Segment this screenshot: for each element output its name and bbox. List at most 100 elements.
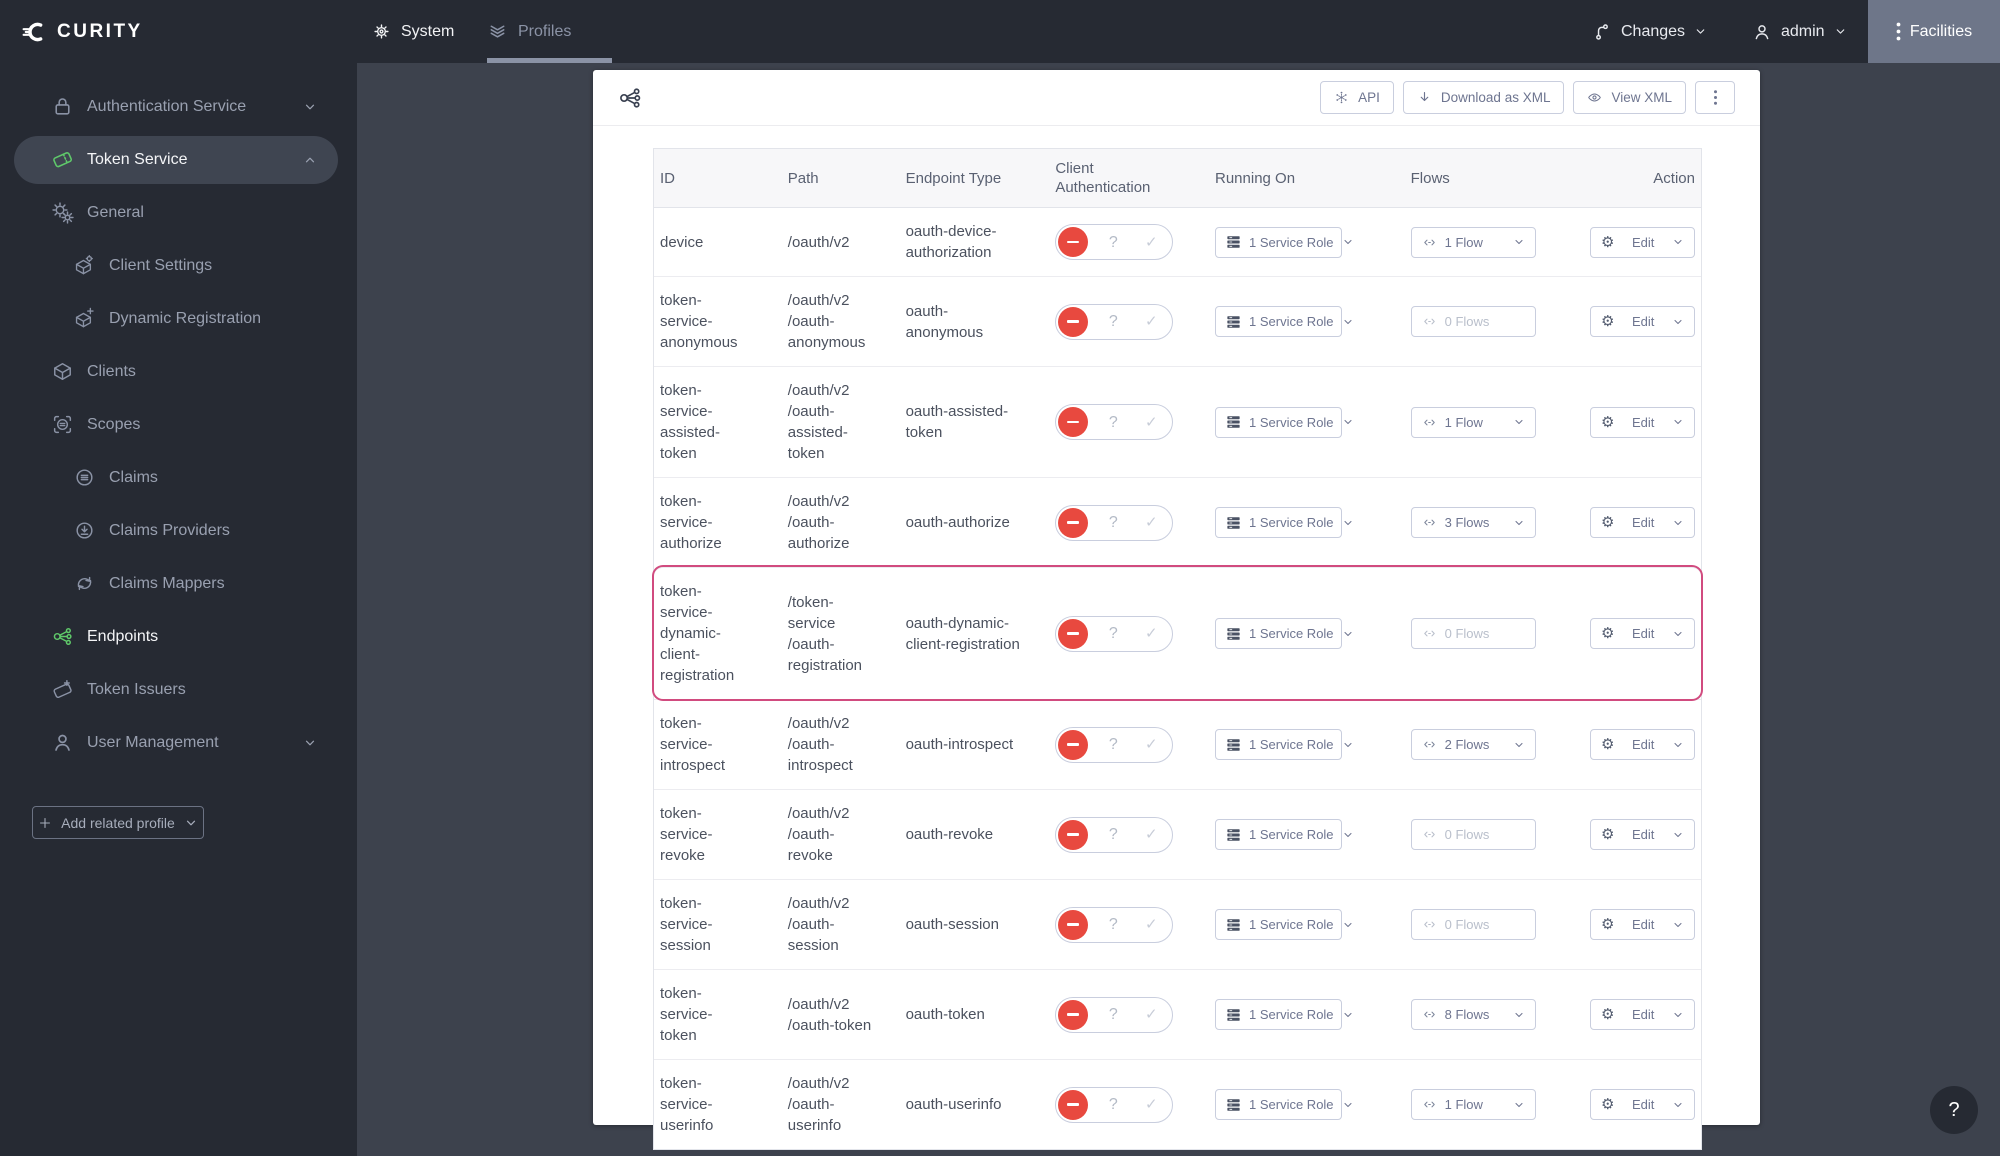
sidebar-item-clients[interactable]: Clients [0, 345, 357, 398]
client-authentication-toggle[interactable]: ? ✓ [1055, 996, 1174, 1033]
allow-option-check-icon[interactable]: ✓ [1145, 916, 1158, 933]
edit-button[interactable]: ⚙ Edit [1590, 819, 1695, 850]
running-on-select[interactable]: 1 Service Role [1215, 507, 1352, 538]
deny-option-minus-icon[interactable] [1058, 618, 1089, 649]
facilities-button[interactable]: Facilities [1868, 0, 2000, 63]
edit-button[interactable]: ⚙ Edit [1590, 226, 1695, 258]
flows-select[interactable]: 1 Flow [1410, 406, 1536, 438]
allow-option-check-icon[interactable]: ✓ [1145, 313, 1158, 330]
sidebar-item-general[interactable]: General [0, 186, 357, 239]
sidebar-item-token-issuers[interactable]: Token Issuers [0, 663, 357, 716]
allow-option-check-icon[interactable]: ✓ [1145, 826, 1158, 843]
flows-select[interactable]: 1 Flow [1410, 1089, 1536, 1120]
tab-profiles[interactable]: Profiles [487, 0, 571, 63]
client-authentication-toggle[interactable]: ? ✓ [1055, 906, 1174, 943]
client-authentication-toggle[interactable]: ? ✓ [1055, 816, 1174, 853]
optional-option-question-icon[interactable]: ? [1108, 514, 1118, 531]
sidebar-item-endpoints[interactable]: Endpoints [0, 610, 357, 663]
optional-option-question-icon[interactable]: ? [1108, 625, 1118, 642]
add-related-profile-label: Add related profile [61, 814, 175, 831]
edit-button[interactable]: ⚙ Edit [1590, 909, 1695, 940]
deny-option-minus-icon[interactable] [1058, 227, 1089, 257]
optional-option-question-icon[interactable]: ? [1108, 233, 1118, 251]
allow-option-check-icon[interactable]: ✓ [1145, 413, 1158, 431]
flows-select[interactable]: 1 Flow [1410, 226, 1536, 258]
flows-select[interactable]: 0 Flows [1410, 909, 1536, 940]
optional-option-question-icon[interactable]: ? [1108, 826, 1118, 843]
help-button[interactable]: ? [1930, 1086, 1978, 1134]
running-on-select[interactable]: 1 Service Role [1215, 819, 1352, 850]
optional-option-question-icon[interactable]: ? [1108, 1096, 1118, 1113]
running-on-select[interactable]: 1 Service Role [1215, 909, 1352, 940]
client-authentication-toggle[interactable]: ? ✓ [1055, 615, 1174, 652]
flows-select[interactable]: 8 Flows [1410, 999, 1536, 1030]
edit-button[interactable]: ⚙ Edit [1590, 306, 1695, 337]
allow-option-check-icon[interactable]: ✓ [1145, 514, 1158, 531]
allow-option-check-icon[interactable]: ✓ [1145, 736, 1158, 753]
running-on-select[interactable]: 1 Service Role [1215, 306, 1352, 337]
endpoint-path: ​/oauth​/v2 [787, 233, 850, 251]
edit-button[interactable]: ⚙ Edit [1590, 406, 1695, 438]
deny-option-minus-icon[interactable] [1058, 729, 1089, 760]
running-on-select[interactable]: 1 Service Role [1215, 226, 1352, 258]
sidebar-item-scopes[interactable]: Scopes [0, 398, 357, 451]
sidebar-item-token-service[interactable]: Token Service [0, 133, 357, 186]
sidebar-item-user-management[interactable]: User Management [0, 716, 357, 769]
running-on-select[interactable]: 1 Service Role [1215, 729, 1352, 760]
edit-button[interactable]: ⚙ Edit [1590, 1089, 1695, 1120]
sidebar-item-claims-mappers[interactable]: Claims Mappers [0, 557, 357, 610]
deny-option-minus-icon[interactable] [1058, 819, 1089, 850]
deny-option-minus-icon[interactable] [1058, 306, 1089, 337]
code-icon [1422, 828, 1437, 841]
add-related-profile-button[interactable]: Add related profile [32, 806, 204, 839]
edit-button[interactable]: ⚙ Edit [1590, 729, 1695, 760]
client-authentication-toggle[interactable]: ? ✓ [1055, 224, 1174, 260]
chevron-down-icon [1672, 919, 1684, 931]
edit-button[interactable]: ⚙ Edit [1590, 999, 1695, 1030]
allow-option-check-icon[interactable]: ✓ [1145, 625, 1158, 642]
changes-menu[interactable]: Changes [1592, 0, 1707, 63]
client-authentication-toggle[interactable]: ? ✓ [1055, 404, 1174, 440]
sidebar-item-authentication-service[interactable]: Authentication Service [0, 80, 357, 133]
sidebar-item-claims[interactable]: Claims [0, 451, 357, 504]
user-menu[interactable]: admin [1752, 0, 1847, 63]
download-icon [1417, 90, 1432, 105]
flows-select[interactable]: 0 Flows [1410, 306, 1536, 337]
client-authentication-toggle[interactable]: ? ✓ [1055, 1086, 1174, 1123]
optional-option-question-icon[interactable]: ? [1108, 313, 1118, 330]
download-as-xml-button[interactable]: Download as XML [1402, 81, 1565, 114]
client-authentication-toggle[interactable]: ? ✓ [1055, 504, 1174, 541]
edit-button[interactable]: ⚙ Edit [1590, 507, 1695, 538]
deny-option-minus-icon[interactable] [1058, 909, 1089, 940]
allow-option-check-icon[interactable]: ✓ [1145, 1096, 1158, 1113]
deny-option-minus-icon[interactable] [1058, 507, 1089, 538]
running-on-select[interactable]: 1 Service Role [1215, 618, 1352, 649]
optional-option-question-icon[interactable]: ? [1108, 413, 1118, 431]
sidebar-item-claims-providers[interactable]: Claims Providers [0, 504, 357, 557]
sidebar-item-label: Scopes [87, 415, 141, 433]
deny-option-minus-icon[interactable] [1058, 1089, 1089, 1120]
client-authentication-toggle[interactable]: ? ✓ [1055, 726, 1174, 763]
sidebar-item-dynamic-registration[interactable]: Dynamic Registration [0, 292, 357, 345]
edit-button[interactable]: ⚙ Edit [1590, 618, 1695, 649]
deny-option-minus-icon[interactable] [1058, 999, 1089, 1030]
optional-option-question-icon[interactable]: ? [1108, 736, 1118, 753]
client-authentication-toggle[interactable]: ? ✓ [1055, 303, 1174, 340]
running-on-select[interactable]: 1 Service Role [1215, 1089, 1352, 1120]
flows-select[interactable]: 0 Flows [1410, 819, 1536, 850]
view-xml-button[interactable]: View XML [1573, 81, 1686, 114]
allow-option-check-icon[interactable]: ✓ [1145, 1006, 1158, 1023]
running-on-select[interactable]: 1 Service Role [1215, 406, 1352, 438]
more-options-button[interactable] [1695, 81, 1735, 114]
optional-option-question-icon[interactable]: ? [1108, 1006, 1118, 1023]
allow-option-check-icon[interactable]: ✓ [1145, 233, 1158, 251]
flows-select[interactable]: 2 Flows [1410, 729, 1536, 760]
api-button[interactable]: API [1320, 81, 1394, 114]
flows-select[interactable]: 3 Flows [1410, 507, 1536, 538]
sidebar-item-client-settings[interactable]: Client Settings [0, 239, 357, 292]
optional-option-question-icon[interactable]: ? [1108, 916, 1118, 933]
deny-option-minus-icon[interactable] [1058, 407, 1089, 437]
tab-system[interactable]: System [372, 0, 454, 63]
flows-select[interactable]: 0 Flows [1410, 618, 1536, 649]
running-on-select[interactable]: 1 Service Role [1215, 999, 1352, 1030]
